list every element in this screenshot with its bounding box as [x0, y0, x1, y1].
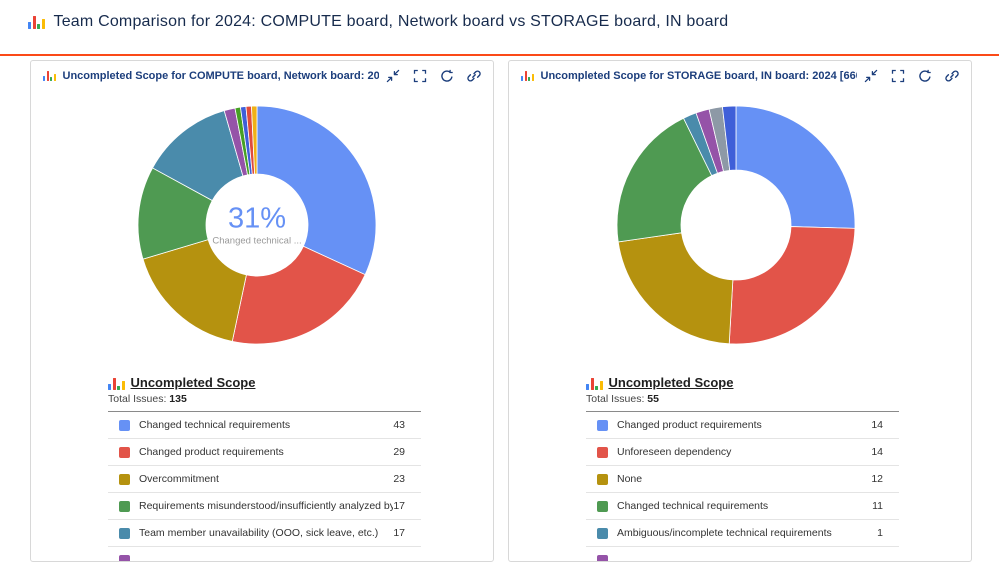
- legend-value: 14: [871, 419, 883, 431]
- legend-label: Requirements misunderstood/insufficientl…: [139, 500, 393, 512]
- legend-title-link[interactable]: Uncompleted Scope: [608, 375, 734, 390]
- fullscreen-icon[interactable]: [413, 69, 427, 83]
- legend-row[interactable]: Changed technical requirements 11: [586, 493, 899, 520]
- panel-title: Uncompleted Scope for STORAGE board, IN …: [540, 70, 858, 82]
- legend-label: Overcommitment: [139, 473, 219, 485]
- donut-slice[interactable]: [231, 245, 366, 345]
- bar-chart-icon: [586, 378, 603, 390]
- refresh-icon[interactable]: [440, 69, 454, 83]
- legend-color-swatch: [597, 446, 608, 458]
- collapse-icon[interactable]: [386, 69, 400, 83]
- legend-color-swatch: [597, 554, 608, 561]
- donut-slice[interactable]: [721, 105, 737, 171]
- legend-color-swatch: [597, 473, 608, 485]
- legend-heading: Uncompleted Scope: [108, 374, 421, 390]
- center-sublabel: Changed technical ...: [212, 235, 302, 247]
- legend-label: Ambiguous/incomplete technical requireme…: [617, 527, 832, 539]
- title-divider: [0, 54, 999, 56]
- link-icon[interactable]: [945, 69, 959, 83]
- legend-heading: Uncompleted Scope: [586, 374, 899, 390]
- panel-actions: [386, 69, 481, 83]
- legend-list: Changed technical requirements 43 Changed …: [108, 411, 421, 561]
- legend-row[interactable]: Changed technical requirements 43: [108, 412, 421, 439]
- legend-row[interactable]: Changed product requirements 29: [108, 439, 421, 466]
- legend-row[interactable]: Changed product requirements 14: [586, 412, 899, 439]
- page-title: Team Comparison for 2024: COMPUTE board,…: [53, 13, 729, 30]
- page-header: Team Comparison for 2024: COMPUTE board,…: [28, 13, 728, 31]
- donut-slice[interactable]: [256, 105, 377, 276]
- panel-header: Uncompleted Scope for COMPUTE board, Net…: [31, 61, 493, 86]
- donut-svg: [137, 105, 377, 345]
- total-issues: Total Issues: 55: [586, 393, 899, 405]
- legend-label: Changed product requirements: [139, 446, 284, 458]
- donut-chart: 31% Changed technical ...: [31, 86, 493, 374]
- legend-color-swatch: [119, 500, 130, 512]
- donut-slice[interactable]: [728, 226, 856, 345]
- total-issues: Total Issues: 135: [108, 393, 421, 405]
- donut-center-label: 31% Changed technical ...: [209, 202, 305, 247]
- donut-slice[interactable]: [616, 117, 713, 243]
- legend-row[interactable]: Overcommitment 23: [108, 466, 421, 493]
- legend-color-swatch: [597, 500, 608, 512]
- legend-value: 11: [872, 500, 883, 512]
- donut-slice[interactable]: [617, 232, 734, 345]
- legend-label: Changed technical requirements: [617, 500, 769, 512]
- donut-chart: [509, 86, 971, 374]
- center-percent: 31%: [227, 202, 287, 235]
- donut-slice[interactable]: [735, 105, 856, 229]
- bar-chart-icon: [43, 71, 56, 81]
- legend-list: Changed product requirements 14 Unforeseen…: [586, 411, 899, 561]
- legend-block: Uncompleted Scope Total Issues: 135 Chan…: [108, 374, 421, 561]
- legend-row[interactable]: Unforeseen dependency 14: [586, 439, 899, 466]
- legend-title-link[interactable]: Uncompleted Scope: [130, 375, 256, 390]
- legend-color-swatch: [597, 419, 608, 431]
- legend-color-swatch: [119, 473, 130, 485]
- legend-value: 29: [393, 446, 405, 458]
- legend-value: 12: [871, 473, 883, 485]
- total-issues-label: Total Issues:: [108, 393, 167, 405]
- total-issues-label: Total Issues:: [586, 393, 645, 405]
- legend-color-swatch: [119, 446, 130, 458]
- legend-value: 23: [393, 473, 405, 485]
- link-icon[interactable]: [467, 69, 481, 83]
- panel-actions: [864, 69, 959, 83]
- legend-label: Changed technical requirements: [139, 419, 291, 431]
- bar-chart-icon: [521, 71, 534, 81]
- panel-header: Uncompleted Scope for STORAGE board, IN …: [509, 61, 971, 86]
- legend-row[interactable]: Requirements misunderstood/insufficientl…: [108, 493, 421, 520]
- donut-svg: [616, 105, 856, 345]
- legend-row[interactable]: None 12: [586, 466, 899, 493]
- total-issues-value: 135: [169, 393, 187, 405]
- panel-title: Uncompleted Scope for COMPUTE board, Net…: [62, 70, 380, 82]
- legend-label: Team member unavailability (OOO, sick le…: [139, 527, 379, 539]
- legend-row[interactable]: Ambiguous/incomplete technical requireme…: [586, 520, 899, 547]
- legend-value: 14: [871, 446, 883, 458]
- legend-color-swatch: [597, 527, 608, 539]
- legend-label: None: [617, 473, 643, 485]
- legend-row[interactable]: [586, 547, 899, 561]
- legend-value: 17: [393, 527, 405, 539]
- legend-row[interactable]: [108, 547, 421, 561]
- panel-compute-network-board: Uncompleted Scope for COMPUTE board, Net…: [30, 60, 494, 562]
- legend-color-swatch: [119, 419, 130, 431]
- legend-color-swatch: [119, 527, 130, 539]
- legend-label: Unforeseen dependency: [617, 446, 732, 458]
- bar-chart-icon: [28, 15, 45, 29]
- legend-block: Uncompleted Scope Total Issues: 55 Chang…: [586, 374, 899, 561]
- donut-slice[interactable]: [142, 239, 247, 342]
- donut-slice[interactable]: [251, 105, 258, 175]
- refresh-icon[interactable]: [918, 69, 932, 83]
- legend-value: 1: [877, 527, 883, 539]
- legend-label: Changed product requirements: [617, 419, 762, 431]
- collapse-icon[interactable]: [864, 69, 878, 83]
- legend-color-swatch: [119, 554, 130, 561]
- panel-storage-in-board: Uncompleted Scope for STORAGE board, IN …: [508, 60, 972, 562]
- legend-row[interactable]: Team member unavailability (OOO, sick le…: [108, 520, 421, 547]
- legend-value: 17: [393, 500, 405, 512]
- fullscreen-icon[interactable]: [891, 69, 905, 83]
- legend-value: 43: [393, 419, 405, 431]
- total-issues-value: 55: [647, 393, 659, 405]
- bar-chart-icon: [108, 378, 125, 390]
